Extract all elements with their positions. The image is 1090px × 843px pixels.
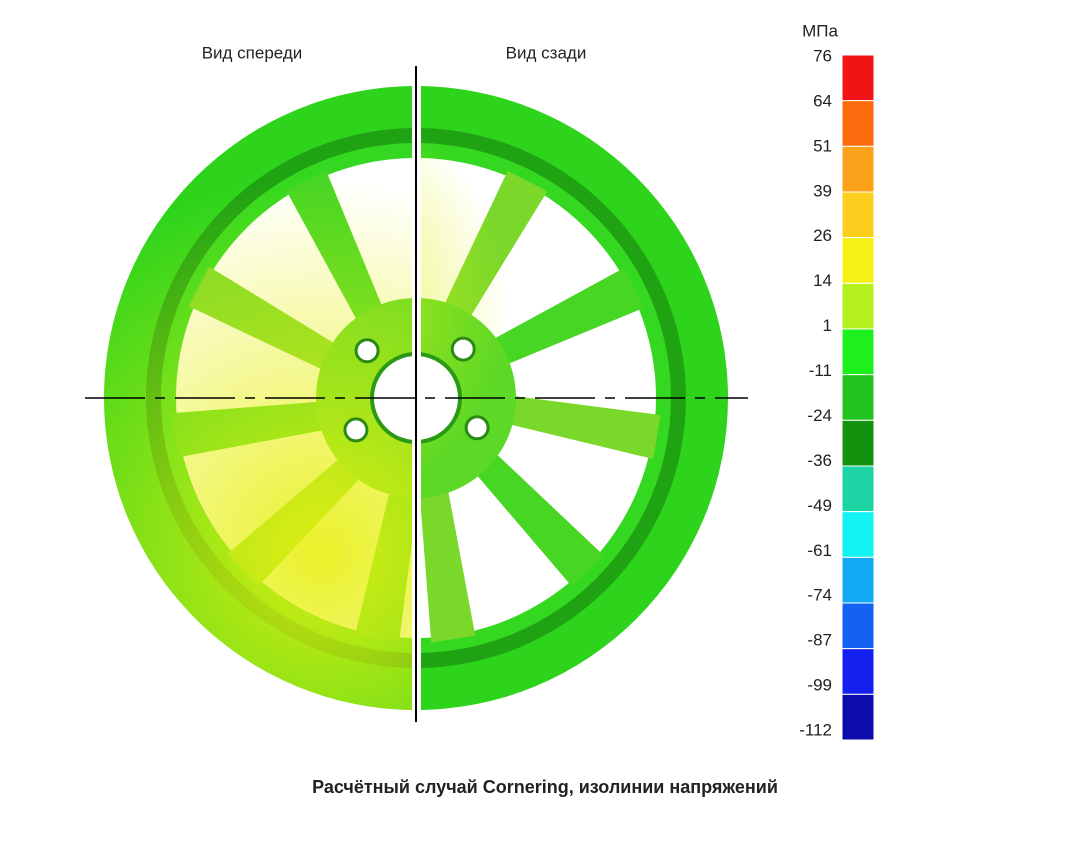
front-view-label: Вид спереди [202, 43, 303, 62]
colorbar-tick-label: 39 [813, 181, 832, 200]
lug-hole [343, 417, 369, 443]
lug-hole [464, 415, 490, 441]
tint [104, 86, 412, 710]
colorbar-segment [841, 648, 875, 695]
colorbar-tick-label: -24 [807, 406, 832, 425]
colorbar-segment [841, 54, 875, 102]
colorbar-segment [841, 145, 875, 193]
colorbar-tick-label: -36 [807, 451, 832, 470]
colorbar-segment [841, 602, 875, 650]
colorbar-segment [841, 556, 875, 604]
colorbar-segment [841, 419, 875, 467]
colorbar-tick-label: 64 [813, 91, 832, 110]
legend-unit: МПа [802, 21, 838, 40]
colorbar-tick-label: 26 [813, 226, 832, 245]
colorbar-segment [841, 511, 875, 558]
colorbar-tick-label: 51 [813, 136, 832, 155]
colorbar-segment [841, 100, 875, 147]
colorbar: 76 64 51 39 26 14 1 -11 -24 -36 -49 -61 -74 -87 -99 -11… [799, 46, 875, 741]
colorbar-segment [841, 328, 875, 376]
lug-hole [450, 336, 476, 362]
back-view-label: Вид сзади [506, 43, 587, 62]
colorbar-tick-label: -74 [807, 586, 832, 605]
lug-hole [354, 338, 380, 364]
colorbar-tick-label: -112 [799, 720, 832, 739]
colorbar-segment [841, 282, 875, 330]
colorbar-segment [841, 237, 875, 284]
colorbar-segment [841, 465, 875, 513]
colorbar-tick-label: -61 [807, 541, 832, 560]
colorbar-segment [841, 693, 875, 741]
colorbar-tick-label: -99 [807, 676, 832, 695]
colorbar-tick-label: 14 [813, 271, 832, 290]
colorbar-tick-label: -87 [807, 631, 832, 650]
colorbar-tick-label: 1 [823, 316, 832, 335]
colorbar-tick-label: 76 [813, 46, 832, 65]
colorbar-segment [841, 374, 875, 421]
colorbar-tick-label: -11 [809, 361, 832, 380]
colorbar-tick-label: -49 [807, 496, 832, 515]
colorbar-segment [841, 191, 875, 239]
caption: Расчётный случай Cornering, изолинии нап… [312, 777, 778, 797]
